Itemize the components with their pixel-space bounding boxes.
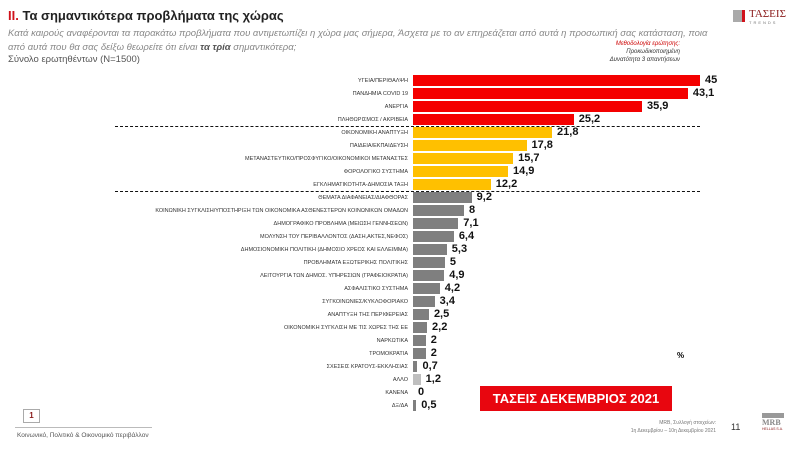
page-title: II. Τα σημαντικότερα προβλήματα της χώρα… xyxy=(8,8,284,23)
category-label: ΕΓΚΛΗΜΑΤΙΚΟΤΗΤΑ-ΔΗΜΟΣΙΑ ΤΑΞΗ xyxy=(313,182,408,188)
bar xyxy=(413,205,465,216)
data-label: 0 xyxy=(418,386,425,398)
data-label: 4,9 xyxy=(449,269,465,281)
bar xyxy=(413,192,472,203)
data-label: 14,9 xyxy=(513,165,535,177)
bar xyxy=(413,166,509,177)
category-label: ΔΗΜΟΣΙΟΝΟΜΙΚΗ ΠΟΛΙΤΙΚΗ (ΔΗΜΟΣΙΟ ΧΡΕΟΣ ΚΑ… xyxy=(240,247,408,253)
footer-divider xyxy=(15,427,152,428)
category-label: ΔΞ/ΔΑ xyxy=(391,403,408,409)
bar xyxy=(413,244,447,255)
bar xyxy=(413,218,459,229)
bar xyxy=(413,140,527,151)
data-label: 17,8 xyxy=(531,139,553,151)
category-label: ΑΝΕΡΓΙΑ xyxy=(384,104,408,110)
category-label: ΜΟΛΥΝΣΗ ΤΟΥ ΠΕΡΙΒΑΛΛΟΝΤΟΣ (ΔΑΣΗ,ΑΚΤΕΣ,ΝΕ… xyxy=(260,234,408,240)
data-label: 2,2 xyxy=(432,321,448,333)
bar xyxy=(413,114,574,125)
mrb-logo: MRB HELLAS S.A. xyxy=(762,413,784,431)
category-label: ΠΑΙΔΕΙΑ/ΕΚΠΑΙΔΕΥΣΗ xyxy=(349,143,408,149)
bar xyxy=(413,361,418,372)
data-label: 2,5 xyxy=(433,308,450,320)
data-label: 4,2 xyxy=(444,282,461,294)
group-separator xyxy=(115,190,700,192)
page-number: 11 xyxy=(731,422,741,432)
category-label: ΟΙΚΟΝΟΜΙΚΗ ΑΝΑΠΤΥΞΗ xyxy=(341,130,408,136)
bar xyxy=(413,88,688,99)
category-label: ΚΟΙΝΩΝΙΚΗ ΣΥΓΚΛΙΣΗ/ΥΠΟΣΤΗΡΙΞΗ ΤΩΝ ΟΙΚΟΝΟ… xyxy=(155,208,408,214)
category-label: ΥΓΕΙΑ/ΠΕΡΙΘΑΛΨΗ xyxy=(357,78,408,84)
bar xyxy=(413,153,514,164)
category-label: ΠΡΟΒΛΗΜΑΤΑ ΕΞΩΤΕΡΙΚΗΣ ΠΟΛΙΤΙΚΗΣ xyxy=(303,260,408,266)
section-number: 1 xyxy=(23,409,40,423)
data-label: 0,5 xyxy=(421,399,437,411)
category-label: ΝΑΡΚΩΤΙΚΑ xyxy=(376,338,408,344)
question-text: Κατά καιρούς αναφέρονται τα παρακάτω προ… xyxy=(8,28,708,53)
bar xyxy=(413,179,491,190)
data-label: 2 xyxy=(430,334,437,346)
data-label: 5 xyxy=(449,256,456,268)
bar xyxy=(413,348,426,359)
data-label: 2 xyxy=(430,347,437,359)
bar xyxy=(413,231,454,242)
category-label: ΜΕΤΑΝΑΣΤΕΥΤΙΚΟ/ΠΡΟΣΦΥΓΙΚΟ/ΟΙΚΟΝΟΜΙΚΟΙ ΜΕ… xyxy=(245,156,408,162)
category-label: ΘΕΜΑΤΑ ΔΙΑΦΑΝΕΙΑΣ/ΔΙΑΦΘΟΡΑΣ xyxy=(318,195,408,201)
category-label: ΠΛΗΘΩΡΙΣΜΟΣ / ΑΚΡΙΒΕΙΑ xyxy=(337,117,408,123)
category-label: ΠΑΝΔΗΜΙΑ COVID 19 xyxy=(352,91,408,97)
category-label: ΔΗΜΟΓΡΑΦΙΚΟ ΠΡΟΒΛΗΜΑ (ΜΕΙΩΣΗ ΓΕΝΝΗΣΕΩΝ) xyxy=(273,221,408,227)
bar xyxy=(413,400,417,411)
category-label: ΟΙΚΟΝΟΜΙΚΗ ΣΥΓΚΛΙΣΗ ΜΕ ΤΙΣ ΧΩΡΕΣ ΤΗΣ ΕΕ xyxy=(283,325,408,331)
source-note: MRB, Συλλογή στοιχείων: 1η Δεκεμβρίου – 1… xyxy=(630,420,716,434)
data-label: 21,8 xyxy=(557,126,579,138)
bar xyxy=(413,374,421,385)
banner: ΤΑΣΕΙΣ ΔΕΚΕΜΒΡΙΟΣ 2021 xyxy=(480,386,672,411)
group-separator xyxy=(115,125,700,127)
data-label: 35,9 xyxy=(646,100,669,112)
methodology-note: Μεθοδολογία ερώτησης: Προκωδικοποιημένη Δυ… xyxy=(609,41,680,63)
category-label: ΚΑΝΕΝΑ xyxy=(385,390,408,396)
data-label: 6,4 xyxy=(458,230,475,242)
data-label: 9,2 xyxy=(476,191,492,203)
bar xyxy=(413,322,428,333)
data-label: 43,1 xyxy=(692,87,715,99)
category-label: ΛΕΙΤΟΥΡΓΙΑ ΤΩΝ ΔΗΜΟΣ. ΥΠΗΡΕΣΙΩΝ (ΓΡΑΦΕΙΟ… xyxy=(260,273,408,279)
bar xyxy=(413,335,426,346)
category-label: ΦΟΡΟΛΟΓΙΚΟ ΣΥΣΤΗΜΑ xyxy=(343,169,408,175)
data-label: 3,4 xyxy=(439,295,455,307)
category-label: ΑΣΦΑΛΙΣΤΙΚΟ ΣΥΣΤΗΜΑ xyxy=(344,286,408,292)
category-label: ΣΧΕΣΕΙΣ ΚΡΑΤΟΥΣ-ΕΚΚΛΗΣΙΑΣ xyxy=(326,364,408,370)
bar xyxy=(413,270,445,281)
category-label: ΑΛΛΟ xyxy=(392,377,408,383)
taseis-logo: ΤΑΣΕΙΣ TRENDS xyxy=(733,8,786,28)
bar xyxy=(413,296,435,307)
unit-label: % xyxy=(677,351,685,360)
category-label: ΣΥΓΚΟΙΝΩΝΙΕΣ/ΚΥΚΛΟΦΟΡΙΑΚΟ xyxy=(322,299,408,305)
section-title: Κοινωνικό, Πολιτικό & Οικονομικό περιβάλ… xyxy=(17,432,149,439)
bar xyxy=(413,101,642,112)
sample-size: Σύνολο ερωτηθέντων (N=1500) xyxy=(8,54,140,65)
bar xyxy=(413,283,440,294)
data-label: 45 xyxy=(705,74,718,86)
data-label: 1,2 xyxy=(425,373,441,385)
bar xyxy=(413,257,445,268)
data-label: 5,3 xyxy=(451,243,468,255)
data-label: 15,7 xyxy=(518,152,540,164)
bar xyxy=(413,127,553,138)
bar xyxy=(413,75,700,86)
bar xyxy=(413,309,429,320)
data-label: 25,2 xyxy=(578,113,601,125)
data-label: 12,2 xyxy=(495,178,518,190)
category-label: ΑΝΑΠΤΥΞΗ ΤΗΣ ΠΕΡΙΦΕΡΕΙΑΣ xyxy=(327,312,408,318)
category-label: ΤΡΟΜΟΚΡΑΤΙΑ xyxy=(369,351,408,357)
data-label: 7,1 xyxy=(463,217,479,229)
data-label: 0,7 xyxy=(422,360,438,372)
data-label: 8 xyxy=(469,204,476,216)
